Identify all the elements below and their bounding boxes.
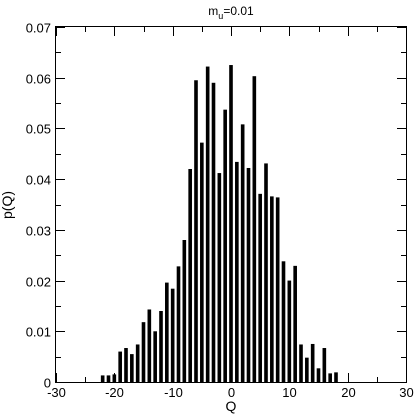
histogram-bar — [223, 109, 227, 382]
y-tick-label: 0.06 — [26, 72, 51, 87]
histogram-bar — [316, 368, 321, 382]
chart-title-base: m — [208, 4, 218, 18]
chart-title-rest: =0.01 — [223, 4, 254, 18]
histogram-bar — [147, 309, 152, 382]
histogram-bar — [118, 351, 122, 382]
chart-title: mu=0.01 — [208, 4, 254, 21]
y-tick-label: 0.04 — [26, 173, 51, 188]
histogram-bar — [281, 261, 286, 382]
histogram-bar — [141, 322, 146, 382]
histogram-bar — [293, 265, 297, 382]
x-tick-label: 0 — [228, 385, 235, 400]
x-axis-title: Q — [226, 398, 237, 414]
x-tick-label: -20 — [105, 385, 124, 400]
histogram-bar — [124, 348, 128, 382]
histogram-bar — [287, 280, 292, 382]
histogram-bar — [217, 173, 222, 382]
y-axis-title: p(Q) — [0, 191, 15, 219]
histogram-bar — [299, 344, 303, 382]
x-tick-label: 30 — [399, 385, 413, 400]
y-tick-label: 0.07 — [26, 21, 51, 36]
histogram-bar — [264, 163, 268, 382]
x-tick-label: -10 — [164, 385, 183, 400]
histogram-bar — [194, 80, 198, 382]
y-tick-label: 0.02 — [26, 275, 51, 290]
x-tick-label: 10 — [282, 385, 296, 400]
histogram-bar — [188, 169, 192, 382]
histogram-bar — [176, 266, 181, 382]
y-tick-label: 0 — [44, 376, 51, 391]
histogram-bar — [310, 343, 315, 382]
histogram-bar — [130, 354, 134, 382]
histogram-bar — [165, 282, 169, 382]
y-tick-label: 0.03 — [26, 224, 51, 239]
histogram-bar — [170, 288, 175, 382]
y-tick-label: 0.05 — [26, 122, 51, 137]
plot-frame — [55, 26, 407, 383]
histogram-bar — [240, 124, 245, 383]
histogram-bar — [270, 196, 274, 382]
histogram-bar — [328, 373, 332, 382]
chart-title-subscript: u — [218, 11, 223, 21]
histogram-bar — [211, 82, 216, 382]
histogram-bar — [334, 372, 338, 382]
histogram-bar — [182, 240, 187, 382]
bars-group — [100, 65, 338, 383]
x-tick-label: -30 — [47, 385, 66, 400]
histogram-bar — [205, 66, 210, 382]
histogram-bar — [305, 357, 309, 382]
histogram-bar — [246, 167, 251, 382]
histogram-bar — [200, 142, 204, 382]
y-tick-label: 0.01 — [26, 325, 51, 340]
histogram-bar — [252, 76, 257, 382]
histogram-bar — [258, 193, 262, 382]
histogram-bar — [100, 375, 105, 382]
histogram-bar — [159, 311, 163, 382]
x-tick-label: 20 — [341, 385, 355, 400]
histogram-bar — [235, 161, 239, 382]
histogram-bar — [153, 331, 157, 382]
histogram-bar — [275, 197, 280, 382]
histogram-bar — [106, 375, 111, 382]
histogram-bar — [135, 344, 140, 382]
histogram-bar — [229, 65, 233, 382]
histogram-bar — [322, 348, 327, 382]
